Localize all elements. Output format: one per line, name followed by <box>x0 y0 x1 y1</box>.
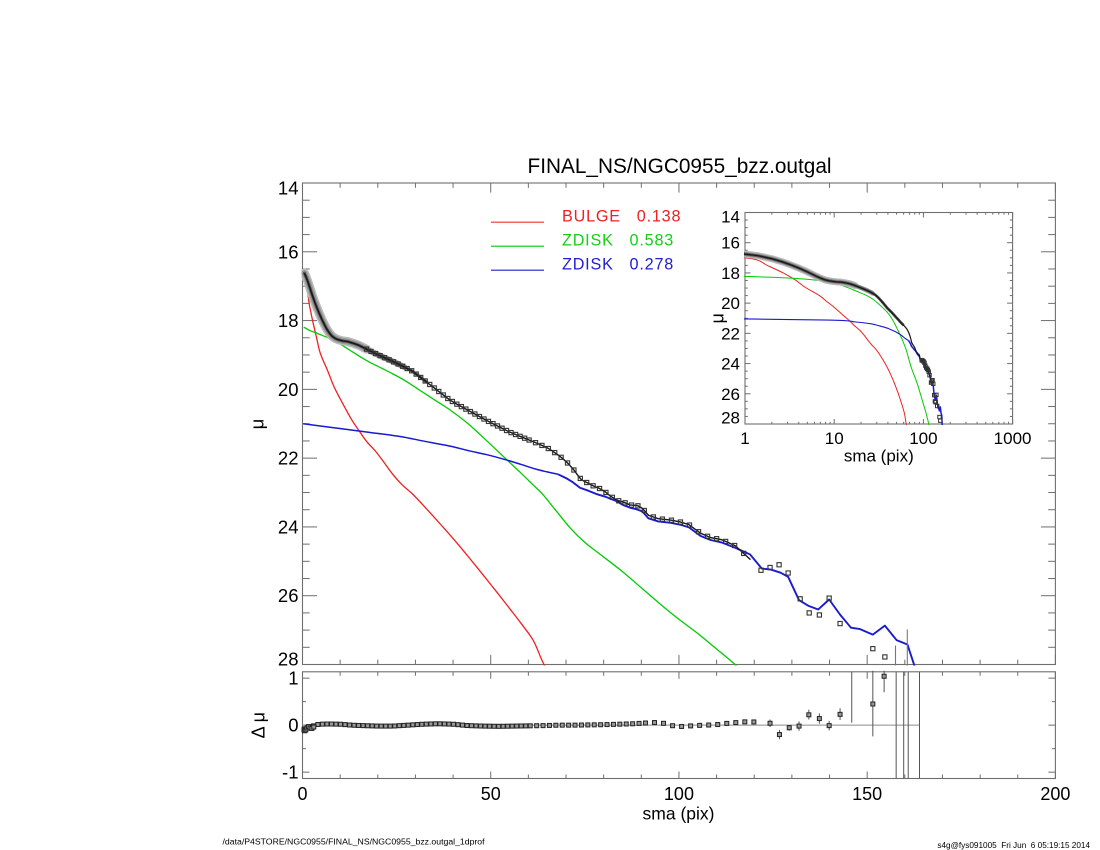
svg-text:BULGE 0.138: BULGE 0.138 <box>562 208 681 226</box>
svg-text:ZDISK 0.583: ZDISK 0.583 <box>562 232 674 250</box>
svg-text:26: 26 <box>721 385 740 404</box>
svg-text:ZDISK 0.278: ZDISK 0.278 <box>562 256 674 274</box>
svg-text:22: 22 <box>721 324 740 343</box>
svg-text:16: 16 <box>278 241 299 262</box>
svg-text:μ: μ <box>708 313 728 323</box>
svg-text:28: 28 <box>278 649 299 670</box>
svg-text:200: 200 <box>1040 784 1070 804</box>
svg-text:/data/P4STORE/NGC0955/FINAL_NS: /data/P4STORE/NGC0955/FINAL_NS/NGC0955_b… <box>223 837 486 847</box>
svg-text:14: 14 <box>721 208 740 227</box>
svg-text:0: 0 <box>288 715 298 736</box>
svg-text:0: 0 <box>297 784 307 804</box>
svg-text:20: 20 <box>278 379 299 400</box>
svg-text:μ: μ <box>247 419 268 430</box>
svg-text:1: 1 <box>288 668 298 689</box>
svg-text:14: 14 <box>278 178 299 199</box>
svg-text:100: 100 <box>909 429 937 448</box>
svg-text:1000: 1000 <box>994 429 1032 448</box>
svg-text:100: 100 <box>664 784 694 804</box>
svg-text:sma (pix): sma (pix) <box>643 804 715 824</box>
svg-text:20: 20 <box>721 294 740 313</box>
svg-text:10: 10 <box>825 429 844 448</box>
svg-text:s4g@fys091005 Fri Jun 6 05:1: s4g@fys091005 Fri Jun 6 05:19:15 2014 <box>937 841 1090 850</box>
svg-text:50: 50 <box>481 784 501 804</box>
svg-text:18: 18 <box>721 264 740 283</box>
svg-text:24: 24 <box>721 355 740 374</box>
svg-text:18: 18 <box>278 310 299 331</box>
svg-text:sma (pix): sma (pix) <box>844 447 914 466</box>
svg-text:150: 150 <box>852 784 882 804</box>
svg-text:22: 22 <box>278 448 299 469</box>
svg-text:Δ μ: Δ μ <box>249 712 269 738</box>
svg-text:-1: -1 <box>282 762 298 783</box>
svg-text:26: 26 <box>278 585 299 606</box>
svg-text:24: 24 <box>278 516 299 537</box>
svg-text:16: 16 <box>721 234 740 253</box>
svg-text:1: 1 <box>740 429 749 448</box>
svg-text:28: 28 <box>721 409 740 428</box>
svg-text:FINAL_NS/NGC0955_bzz.outgal: FINAL_NS/NGC0955_bzz.outgal <box>527 155 831 178</box>
